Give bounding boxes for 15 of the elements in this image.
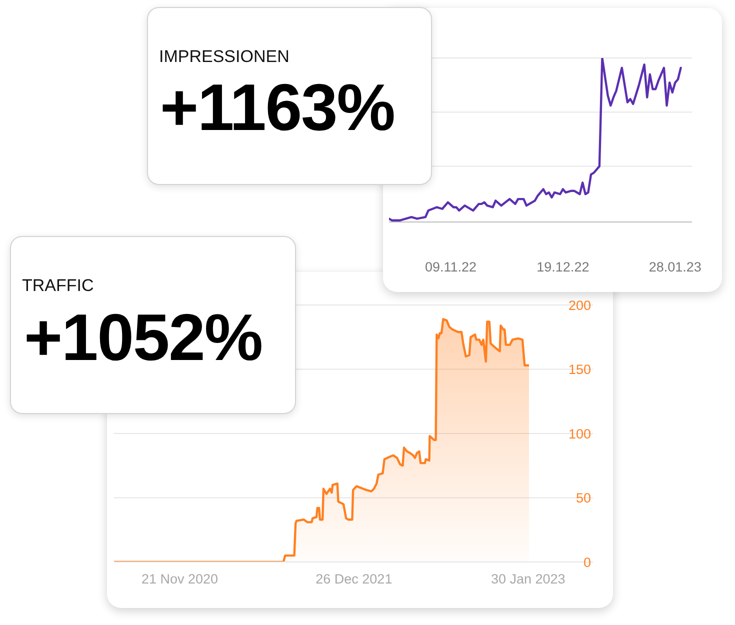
text: TRAFFIC — [22, 276, 94, 295]
y-tick-label: 100 — [568, 426, 591, 442]
y-tick-label: 0 — [583, 554, 591, 570]
text: IMPRESSIONEN — [159, 47, 290, 66]
x-tick-label: 30 Jan 2023 — [490, 572, 566, 587]
x-tick-label: 19.12.22 — [536, 260, 590, 275]
x-tick-label: 26 Dec 2021 — [316, 572, 392, 587]
y-tick-label: 150 — [568, 362, 591, 378]
y-tick-label: 200 — [568, 298, 591, 313]
annotation: +1163% — [160, 70, 394, 144]
x-tick-label: 09.11.22 — [424, 260, 477, 275]
y-tick-label: 50 — [576, 490, 591, 506]
annotation: +1052% — [24, 300, 262, 374]
x-tick-label: 21 Nov 2020 — [141, 572, 218, 587]
x-tick-label: 28.01.23 — [648, 260, 702, 275]
